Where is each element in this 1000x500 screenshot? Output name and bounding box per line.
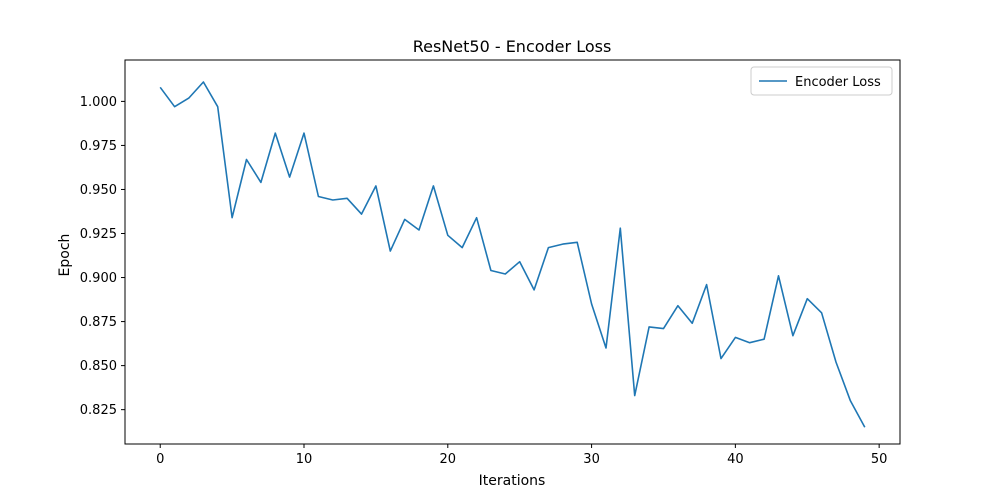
x-tick-label: 30 xyxy=(583,452,600,467)
y-tick-label: 0.950 xyxy=(80,183,117,198)
x-tick-label: 0 xyxy=(156,452,164,467)
x-tick-label: 50 xyxy=(871,452,888,467)
x-tick-label: 20 xyxy=(440,452,457,467)
x-axis-label: Iterations xyxy=(479,473,546,489)
y-tick-label: 1.000 xyxy=(80,95,117,110)
y-axis-label: Epoch xyxy=(57,234,73,277)
legend-box xyxy=(750,66,893,96)
y-tick-label: 0.825 xyxy=(80,403,117,418)
legend-label: Encoder Loss xyxy=(795,75,881,90)
y-tick-label: 0.850 xyxy=(80,359,117,374)
x-tick-label: 40 xyxy=(727,452,744,467)
y-tick-label: 0.900 xyxy=(80,271,117,286)
axes-frame xyxy=(124,59,901,445)
y-tick-label: 0.975 xyxy=(80,139,117,154)
chart-title: ResNet50 - Encoder Loss xyxy=(413,37,612,56)
x-tick-label: 10 xyxy=(296,452,313,467)
series-line-encoder-loss xyxy=(159,81,866,428)
y-tick-label: 0.875 xyxy=(80,315,117,330)
y-tick-label: 0.925 xyxy=(80,227,117,242)
plot-area: 0 10 20 30 40 50 0.825 0.850 0.875 0.900 0.925 0.95… xyxy=(80,59,901,467)
